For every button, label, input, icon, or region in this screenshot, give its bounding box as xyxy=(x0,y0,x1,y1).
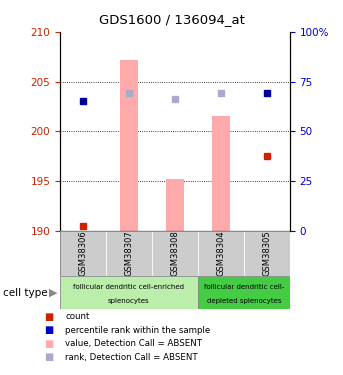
Bar xyxy=(60,231,290,276)
Text: follicular dendritic cell-enriched: follicular dendritic cell-enriched xyxy=(73,284,185,290)
Text: cell type: cell type xyxy=(3,288,48,297)
Text: ▶: ▶ xyxy=(49,288,57,297)
Text: GDS1600 / 136094_at: GDS1600 / 136094_at xyxy=(98,13,245,26)
Text: GSM38304: GSM38304 xyxy=(216,230,225,276)
Bar xyxy=(60,231,106,276)
Text: depleted splenocytes: depleted splenocytes xyxy=(206,298,281,304)
Text: ■: ■ xyxy=(45,312,54,322)
Bar xyxy=(152,231,198,276)
Text: count: count xyxy=(65,312,90,321)
Text: GSM38305: GSM38305 xyxy=(262,230,271,276)
Text: GSM38308: GSM38308 xyxy=(170,230,179,276)
Text: follicular dendritic cell-: follicular dendritic cell- xyxy=(204,284,284,290)
Text: splenocytes: splenocytes xyxy=(108,298,150,304)
Text: GSM38306: GSM38306 xyxy=(79,230,87,276)
Text: value, Detection Call = ABSENT: value, Detection Call = ABSENT xyxy=(65,339,202,348)
Bar xyxy=(198,276,290,309)
Bar xyxy=(212,116,230,231)
Bar xyxy=(244,231,290,276)
Bar xyxy=(60,276,198,309)
Text: ■: ■ xyxy=(45,339,54,349)
Bar xyxy=(120,60,138,231)
Text: ■: ■ xyxy=(45,352,54,362)
Text: ■: ■ xyxy=(45,326,54,335)
Text: GSM38307: GSM38307 xyxy=(125,230,133,276)
Text: rank, Detection Call = ABSENT: rank, Detection Call = ABSENT xyxy=(65,353,198,362)
Bar xyxy=(166,179,184,231)
Bar xyxy=(198,231,244,276)
Text: percentile rank within the sample: percentile rank within the sample xyxy=(65,326,210,335)
Bar xyxy=(106,231,152,276)
